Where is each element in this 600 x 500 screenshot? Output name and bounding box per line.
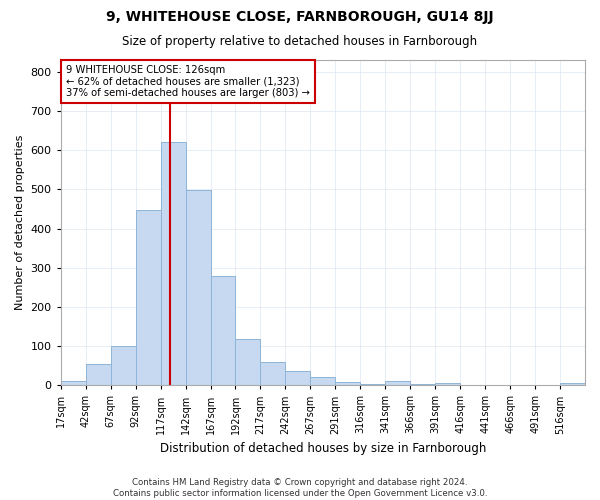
Bar [335,382,361,386]
X-axis label: Distribution of detached houses by size in Farnborough: Distribution of detached houses by size … [160,442,486,455]
Bar [560,383,585,386]
Bar [385,382,410,386]
Bar [211,276,235,386]
Text: 9, WHITEHOUSE CLOSE, FARNBOROUGH, GU14 8JJ: 9, WHITEHOUSE CLOSE, FARNBOROUGH, GU14 8… [106,10,494,24]
Text: Size of property relative to detached houses in Farnborough: Size of property relative to detached ho… [122,35,478,48]
Bar [185,190,211,386]
Bar [435,383,460,386]
Bar [361,384,385,386]
Bar [410,384,435,386]
Bar [260,362,286,386]
Text: 9 WHITEHOUSE CLOSE: 126sqm
← 62% of detached houses are smaller (1,323)
37% of s: 9 WHITEHOUSE CLOSE: 126sqm ← 62% of deta… [66,65,310,98]
Bar [110,346,136,386]
Text: Contains HM Land Registry data © Crown copyright and database right 2024.
Contai: Contains HM Land Registry data © Crown c… [113,478,487,498]
Bar [61,382,86,386]
Bar [136,210,161,386]
Bar [286,371,310,386]
Bar [235,339,260,386]
Y-axis label: Number of detached properties: Number of detached properties [15,135,25,310]
Bar [86,364,110,386]
Bar [161,142,185,386]
Bar [310,378,335,386]
